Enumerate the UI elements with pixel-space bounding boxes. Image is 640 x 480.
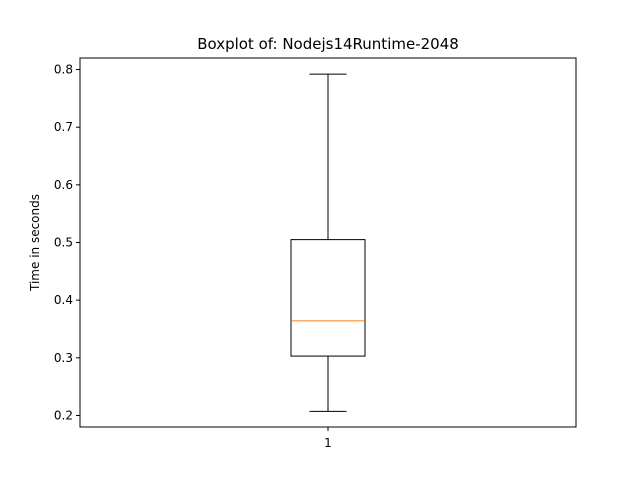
y-tick-label: 0.6: [54, 178, 73, 192]
chart-title: Boxplot of: Nodejs14Runtime-2048: [197, 35, 459, 53]
y-tick-label: 0.2: [54, 408, 73, 422]
iqr-box: [290, 239, 366, 357]
axis-ticks: 0.2 0.3 0.4 0.5 0.6 0.7 0.8 1: [54, 63, 332, 450]
y-tick-label: 0.7: [54, 120, 73, 134]
y-axis-title: Time in seconds: [28, 194, 42, 292]
box-group: [290, 73, 366, 412]
y-tick-label: 0.8: [54, 63, 73, 77]
x-tick-label: 1: [324, 436, 332, 450]
y-tick-label: 0.4: [54, 293, 73, 307]
plot-area-frame: [79, 57, 577, 428]
y-tick-label: 0.5: [54, 236, 73, 250]
y-tick-label: 0.3: [54, 351, 73, 365]
